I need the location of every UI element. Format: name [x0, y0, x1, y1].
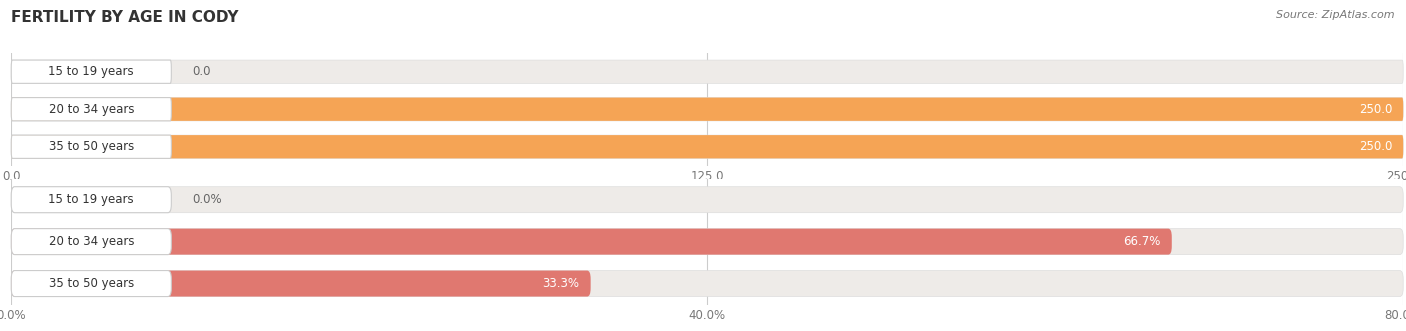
FancyBboxPatch shape	[11, 229, 172, 255]
Text: 20 to 34 years: 20 to 34 years	[49, 103, 134, 116]
FancyBboxPatch shape	[11, 187, 1403, 213]
FancyBboxPatch shape	[11, 60, 172, 83]
Text: 20 to 34 years: 20 to 34 years	[49, 235, 134, 248]
FancyBboxPatch shape	[11, 135, 172, 158]
FancyBboxPatch shape	[11, 229, 1171, 255]
Text: 33.3%: 33.3%	[543, 277, 579, 290]
FancyBboxPatch shape	[11, 229, 1403, 255]
FancyBboxPatch shape	[11, 98, 1403, 121]
Text: 15 to 19 years: 15 to 19 years	[48, 65, 134, 78]
FancyBboxPatch shape	[11, 60, 1403, 83]
Text: 0.0: 0.0	[193, 65, 211, 78]
Text: 0.0%: 0.0%	[193, 193, 222, 206]
FancyBboxPatch shape	[11, 187, 172, 213]
Text: 250.0: 250.0	[1358, 103, 1392, 116]
FancyBboxPatch shape	[11, 270, 172, 297]
Text: FERTILITY BY AGE IN CODY: FERTILITY BY AGE IN CODY	[11, 10, 239, 25]
Text: Source: ZipAtlas.com: Source: ZipAtlas.com	[1277, 10, 1395, 20]
Text: 250.0: 250.0	[1358, 140, 1392, 153]
FancyBboxPatch shape	[11, 98, 1403, 121]
FancyBboxPatch shape	[11, 98, 172, 121]
Text: 66.7%: 66.7%	[1123, 235, 1160, 248]
Text: 35 to 50 years: 35 to 50 years	[49, 277, 134, 290]
FancyBboxPatch shape	[11, 270, 1403, 297]
FancyBboxPatch shape	[11, 270, 591, 297]
FancyBboxPatch shape	[11, 135, 1403, 158]
Text: 35 to 50 years: 35 to 50 years	[49, 140, 134, 153]
Text: 15 to 19 years: 15 to 19 years	[48, 193, 134, 206]
FancyBboxPatch shape	[11, 135, 1403, 158]
